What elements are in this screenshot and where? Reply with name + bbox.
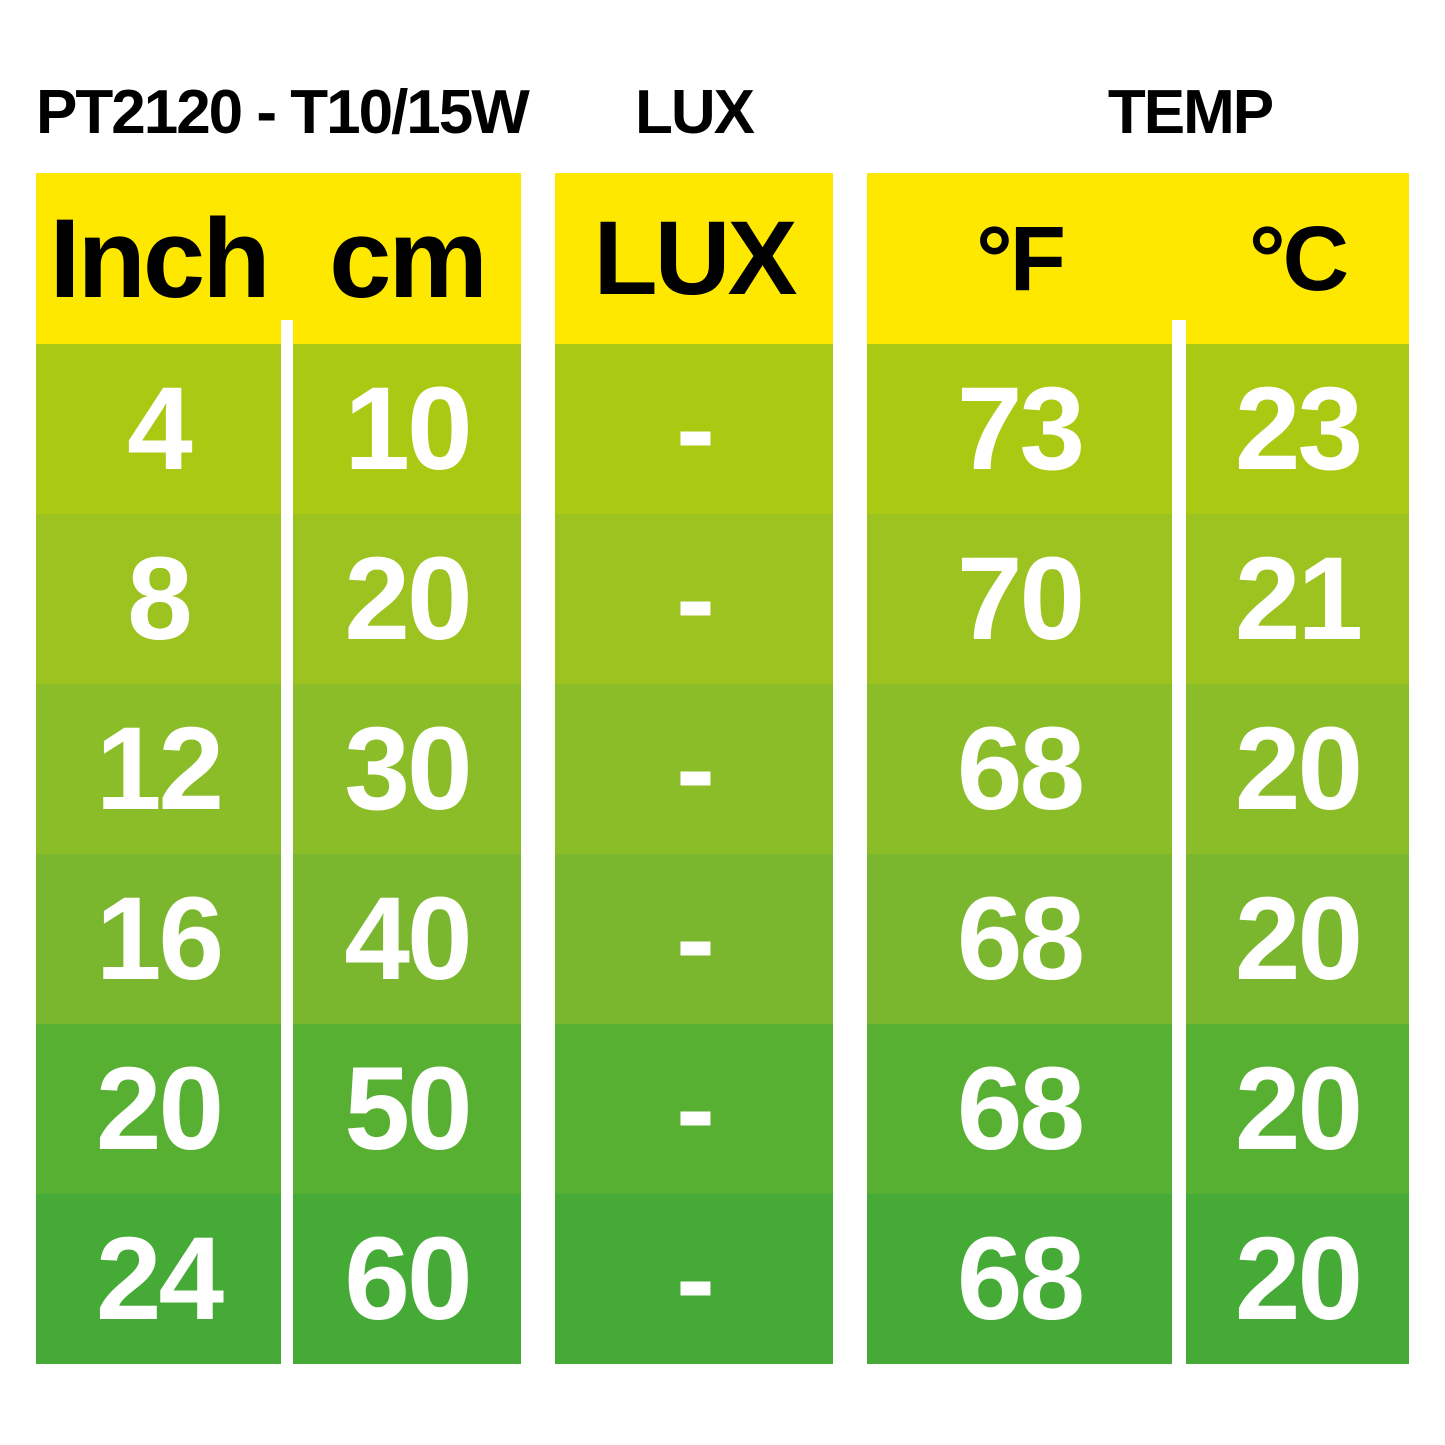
cm-value: 10	[344, 363, 472, 495]
cm-value: 30	[344, 703, 472, 835]
table-row: -	[555, 684, 833, 854]
celsius-value: 20	[1234, 873, 1363, 1005]
fahrenheit-value: 68	[956, 873, 1085, 1005]
temperature-block: °F °C 73 23 70 21 68 20 68 20 68 20	[867, 173, 1409, 1364]
column-separator	[1172, 320, 1186, 1364]
table-row: 20 50	[36, 1024, 521, 1194]
celsius-value: 20	[1234, 703, 1363, 835]
distance-header-row: Inch cm	[36, 173, 521, 344]
lux-block: LUX - - - - - -	[555, 173, 833, 1364]
table-row: -	[555, 344, 833, 514]
table-row: -	[555, 854, 833, 1024]
cm-value: 60	[344, 1213, 472, 1345]
column-header-fahrenheit: °F	[976, 207, 1066, 310]
temperature-header-row: °F °C	[867, 173, 1409, 344]
inch-value: 16	[95, 873, 224, 1005]
column-header-celsius: °C	[1248, 207, 1349, 310]
table-row: 70 21	[867, 514, 1409, 684]
lux-section-label: LUX	[635, 78, 755, 147]
cm-value: 50	[344, 1043, 472, 1175]
product-title: PT2120 - T10/15W	[36, 78, 530, 147]
celsius-value: 20	[1234, 1043, 1363, 1175]
temp-section-label: TEMP	[1107, 78, 1274, 147]
lux-value: -	[675, 703, 715, 835]
lux-header-row: LUX	[555, 173, 833, 344]
inch-value: 4	[127, 363, 193, 495]
celsius-value: 21	[1234, 533, 1363, 665]
celsius-value: 23	[1234, 363, 1363, 495]
table-row: 4 10	[36, 344, 521, 514]
table-row: 8 20	[36, 514, 521, 684]
lux-value: -	[675, 533, 715, 665]
fahrenheit-value: 68	[956, 703, 1085, 835]
column-separator	[281, 320, 293, 1364]
lux-value: -	[675, 363, 715, 495]
table-row: 73 23	[867, 344, 1409, 514]
table-row: 16 40	[36, 854, 521, 1024]
inch-value: 20	[95, 1043, 224, 1175]
fahrenheit-value: 68	[956, 1043, 1085, 1175]
fahrenheit-value: 70	[956, 533, 1085, 665]
table-row: 68 20	[867, 1194, 1409, 1364]
lux-value: -	[675, 873, 715, 1005]
table-row: 68 20	[867, 854, 1409, 1024]
inch-value: 24	[95, 1213, 224, 1345]
cm-value: 20	[344, 533, 472, 665]
inch-value: 8	[127, 533, 193, 665]
column-divider	[281, 173, 293, 344]
celsius-value: 20	[1234, 1213, 1363, 1345]
table-row: 68 20	[867, 1024, 1409, 1194]
table-row: 24 60	[36, 1194, 521, 1364]
table-row: -	[555, 1024, 833, 1194]
fahrenheit-value: 68	[956, 1213, 1085, 1345]
table-row: 68 20	[867, 684, 1409, 854]
table-row: -	[555, 514, 833, 684]
column-divider	[1172, 173, 1186, 344]
lux-value: -	[675, 1213, 715, 1345]
cm-value: 40	[344, 873, 472, 1005]
distance-block: Inch cm 4 10 8 20 12 30 16 40 20 50	[36, 173, 521, 1364]
column-header-lux: LUX	[593, 200, 798, 317]
column-header-cm: cm	[329, 195, 488, 321]
table-row: 12 30	[36, 684, 521, 854]
column-header-inch: Inch	[49, 195, 270, 321]
inch-value: 12	[95, 703, 224, 835]
lux-value: -	[675, 1043, 715, 1175]
fahrenheit-value: 73	[956, 363, 1085, 495]
table-row: -	[555, 1194, 833, 1364]
